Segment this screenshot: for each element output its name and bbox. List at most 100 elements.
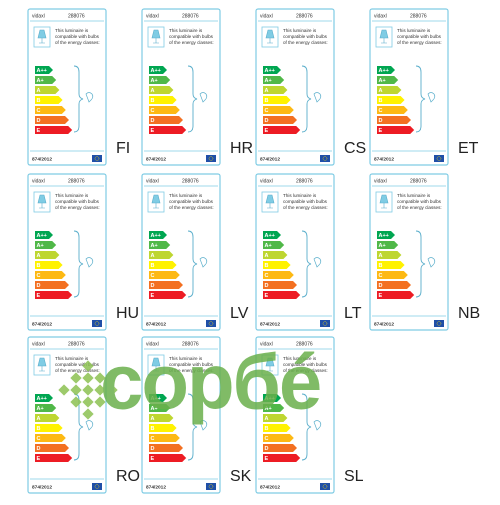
- class-label: C: [37, 273, 41, 279]
- class-arrow: [35, 434, 66, 442]
- eu-flag: [92, 483, 102, 490]
- class-label: C: [151, 108, 155, 114]
- class-arrow: [35, 404, 57, 412]
- language-code: RO: [116, 468, 140, 485]
- class-arrow: [149, 251, 174, 259]
- class-arrow: [35, 291, 73, 299]
- brace: [415, 65, 426, 133]
- regulation: 874/2012: [32, 484, 52, 490]
- class-label: C: [151, 436, 155, 442]
- lamp-icon: [265, 194, 275, 209]
- description-line: of the energy classes:: [283, 368, 328, 373]
- class-arrow: [263, 394, 281, 402]
- bulb-icon: [199, 257, 208, 268]
- model: 288076: [68, 13, 85, 19]
- description-line: This luminaire is: [169, 356, 203, 361]
- class-arrow: [377, 271, 408, 279]
- class-arrow: [35, 394, 53, 402]
- brace: [301, 393, 312, 461]
- class-label: A: [37, 88, 41, 94]
- class-arrow: [377, 126, 415, 134]
- class-arrow: [377, 106, 408, 114]
- class-arrow: [263, 271, 294, 279]
- eu-flag: [92, 155, 102, 162]
- class-label: A++: [151, 396, 161, 402]
- language-code: LV: [230, 305, 249, 322]
- language-code: LT: [344, 305, 362, 322]
- class-arrow: [377, 261, 405, 269]
- class-label: E: [37, 293, 41, 299]
- class-arrow: [149, 271, 180, 279]
- model: 288076: [182, 178, 199, 184]
- class-arrow: [35, 414, 60, 422]
- description-line: of the energy classes:: [55, 368, 100, 373]
- class-arrow: [263, 261, 291, 269]
- class-arrow: [263, 66, 281, 74]
- class-arrow: [35, 106, 66, 114]
- class-arrow: [35, 231, 53, 239]
- class-label: D: [37, 446, 41, 452]
- class-arrow: [35, 444, 69, 452]
- class-label: A: [379, 88, 383, 94]
- regulation: 874/2012: [146, 484, 166, 490]
- class-label: A++: [265, 396, 275, 402]
- eu-stars: [322, 156, 328, 161]
- eu-stars: [94, 484, 100, 489]
- class-label: A: [151, 88, 155, 94]
- bulb-icon: [313, 92, 322, 103]
- description-line: This luminaire is: [55, 356, 89, 361]
- description-line: This luminaire is: [283, 193, 317, 198]
- class-arrow: [35, 271, 66, 279]
- class-label: A++: [379, 68, 389, 74]
- regulation: 874/2012: [146, 321, 166, 327]
- bulb-icon: [427, 257, 436, 268]
- class-label: B: [379, 263, 383, 269]
- brace: [415, 230, 426, 298]
- class-label: E: [151, 456, 155, 462]
- model: 288076: [410, 13, 427, 19]
- description-line: This luminaire is: [169, 193, 203, 198]
- class-arrow: [263, 434, 294, 442]
- class-arrow: [35, 126, 73, 134]
- class-arrow: [149, 291, 187, 299]
- class-label: A+: [37, 406, 44, 412]
- class-arrow: [35, 251, 60, 259]
- description-line: compatible with bulbs: [169, 362, 214, 367]
- class-label: A+: [265, 406, 272, 412]
- eu-stars: [322, 321, 328, 326]
- lamp-icon: [37, 194, 47, 209]
- description-line: of the energy classes:: [169, 368, 214, 373]
- brace: [73, 393, 84, 461]
- regulation: 874/2012: [374, 156, 394, 162]
- eu-stars: [94, 321, 100, 326]
- model: 288076: [182, 13, 199, 19]
- class-arrow: [263, 86, 288, 94]
- brand: vidaxl: [146, 178, 159, 184]
- description-line: of the energy classes:: [55, 40, 100, 45]
- language-code: CS: [344, 140, 366, 157]
- brand: vidaxl: [260, 178, 273, 184]
- class-arrow: [263, 251, 288, 259]
- eu-stars: [94, 156, 100, 161]
- class-label: D: [265, 118, 269, 124]
- class-label: A+: [379, 243, 386, 249]
- class-arrow: [35, 281, 69, 289]
- description-line: compatible with bulbs: [169, 199, 214, 204]
- class-label: B: [151, 426, 155, 432]
- class-arrow: [35, 66, 53, 74]
- class-label: B: [265, 263, 269, 269]
- class-arrow: [377, 86, 402, 94]
- language-code: ET: [458, 140, 479, 157]
- model: 288076: [182, 341, 199, 347]
- class-label: E: [379, 293, 383, 299]
- class-arrow: [35, 96, 63, 104]
- energy-label: vidaxl 288076 This luminaire iscompatible …: [255, 336, 364, 494]
- description-line: This luminaire is: [283, 356, 317, 361]
- class-label: E: [265, 128, 269, 134]
- energy-label: vidaxl 288076 This luminaire iscompatible …: [255, 8, 366, 166]
- class-label: D: [37, 118, 41, 124]
- class-label: C: [265, 436, 269, 442]
- lamp-icon: [379, 194, 389, 209]
- regulation: 874/2012: [146, 156, 166, 162]
- eu-stars: [436, 321, 442, 326]
